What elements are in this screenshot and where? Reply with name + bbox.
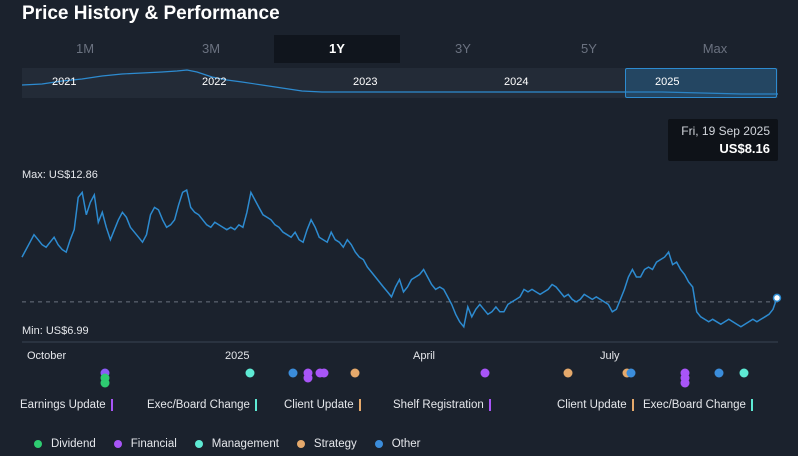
legend-other[interactable]: Other (374, 438, 421, 450)
range-navigator[interactable]: 2021 2022 2023 2024 2025 (22, 68, 778, 98)
event-marker[interactable] (480, 368, 490, 378)
event-marker[interactable] (739, 368, 749, 378)
legend-management[interactable]: Management (194, 438, 279, 450)
x-tick-2025: 2025 (225, 350, 250, 362)
event-marker[interactable] (563, 368, 573, 378)
max-label: Max: US$12.86 (22, 169, 98, 181)
tooltip-date: Fri, 19 Sep 2025 (681, 124, 770, 138)
tooltip-price: US$8.16 (719, 141, 770, 156)
event-marker[interactable] (303, 373, 313, 383)
event-label-text: Client Update (557, 399, 627, 411)
event-label[interactable]: Shelf Registration (393, 399, 491, 411)
event-marker[interactable] (350, 368, 360, 378)
price-chart[interactable] (0, 0, 798, 400)
event-label[interactable]: Earnings Update (20, 399, 113, 411)
event-marker[interactable] (680, 378, 690, 388)
tab-3m[interactable]: 3M (201, 41, 221, 56)
event-label[interactable]: Exec/Board Change (147, 399, 257, 411)
legend-dividend[interactable]: Dividend (34, 438, 96, 450)
legend-label: Strategy (313, 438, 357, 450)
range-selection[interactable] (625, 68, 777, 98)
tab-3y[interactable]: 3Y (455, 41, 471, 56)
tab-max[interactable]: Max (702, 41, 728, 56)
event-marker[interactable] (626, 368, 636, 378)
price-tooltip: Fri, 19 Sep 2025 US$8.16 (668, 119, 778, 161)
legend-label: Other (391, 438, 421, 450)
event-label[interactable]: Exec/Board Change (643, 399, 753, 411)
event-label-text: Exec/Board Change (643, 399, 746, 411)
event-legend: Dividend Financial Management Strategy O… (34, 438, 421, 450)
range-navigator-line (22, 69, 778, 95)
legend-label: Financial (130, 438, 177, 450)
event-label-text: Shelf Registration (393, 399, 484, 411)
event-marker[interactable] (288, 368, 298, 378)
tab-1y[interactable]: 1Y (274, 35, 400, 63)
legend-label: Management (211, 438, 279, 450)
event-label-text: Earnings Update (20, 399, 106, 411)
current-price-marker (772, 293, 782, 303)
legend-strategy[interactable]: Strategy (296, 438, 357, 450)
event-marker[interactable] (100, 378, 110, 388)
event-label[interactable]: Client Update (284, 399, 361, 411)
event-marker[interactable] (245, 368, 255, 378)
legend-financial[interactable]: Financial (113, 438, 177, 450)
tab-1m[interactable]: 1M (75, 41, 95, 56)
other-dot-icon (374, 440, 383, 448)
x-tick-october: October (27, 350, 67, 362)
period-tabs: 1M 3M 1Y 3Y 5Y Max (22, 35, 778, 63)
tab-5y[interactable]: 5Y (581, 41, 597, 56)
dividend-dot-icon (34, 440, 42, 448)
legend-label: Dividend (51, 438, 96, 450)
event-marker[interactable] (714, 368, 724, 378)
range-year-2024[interactable]: 2024 (504, 76, 529, 88)
event-label[interactable]: Client Update (557, 399, 634, 411)
event-marker[interactable] (319, 368, 329, 378)
strategy-dot-icon (296, 440, 305, 448)
financial-dot-icon (113, 440, 122, 448)
range-year-2021[interactable]: 2021 (52, 76, 77, 88)
event-label-text: Client Update (284, 399, 354, 411)
x-tick-april: April (413, 350, 436, 362)
page-title: Price History & Performance (22, 3, 280, 24)
range-year-2025[interactable]: 2025 (655, 76, 680, 88)
management-dot-icon (194, 440, 203, 448)
min-label: Min: US$6.99 (22, 325, 89, 337)
range-year-2023[interactable]: 2023 (353, 76, 378, 88)
price-line (21, 188, 778, 329)
x-tick-july: July (600, 350, 620, 362)
range-year-2022[interactable]: 2022 (202, 76, 227, 88)
event-label-text: Exec/Board Change (147, 399, 250, 411)
